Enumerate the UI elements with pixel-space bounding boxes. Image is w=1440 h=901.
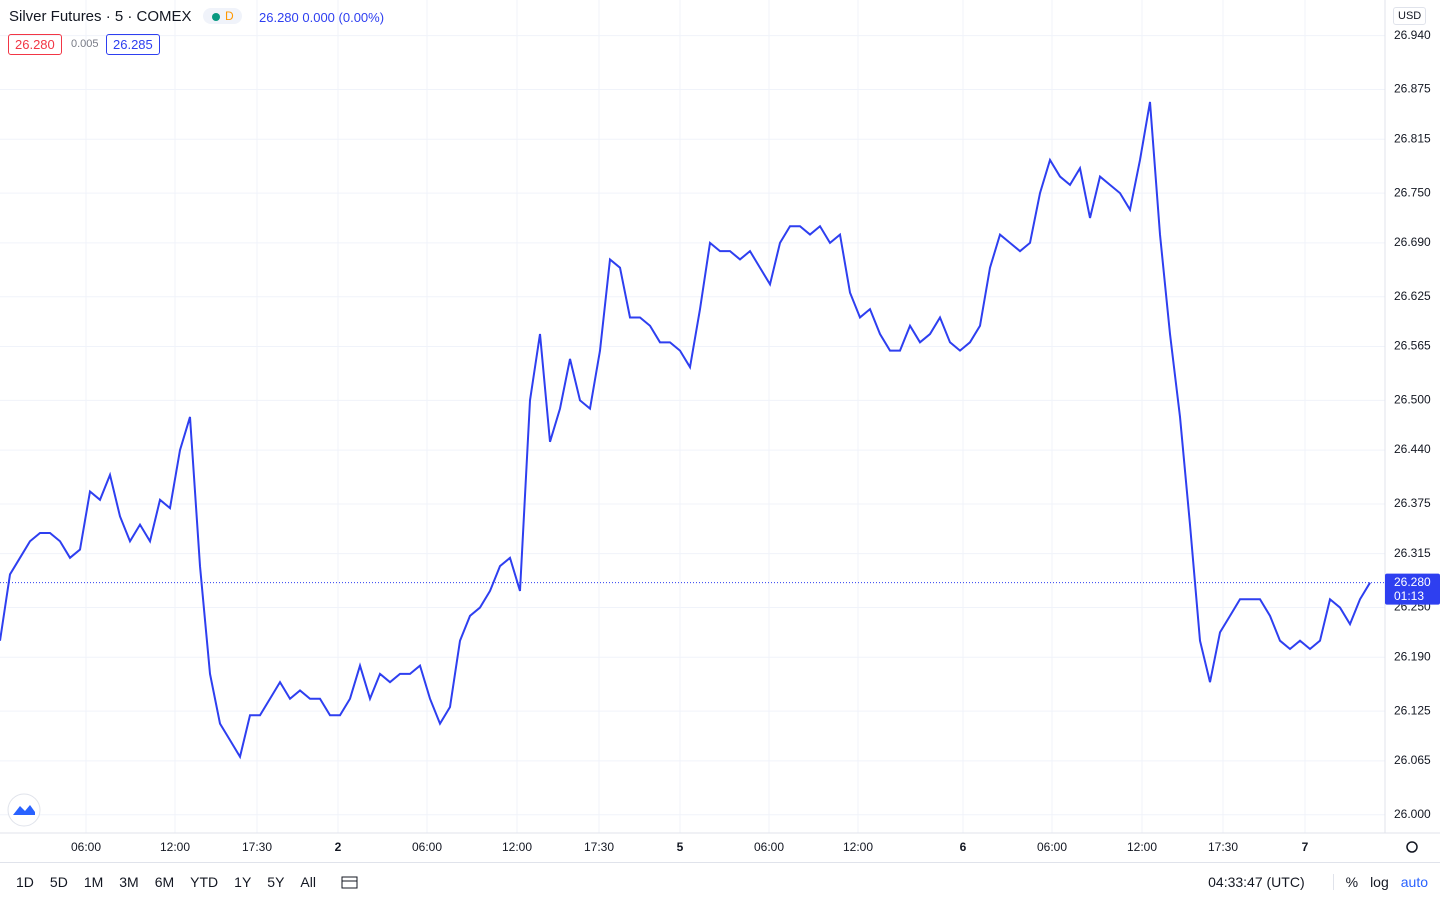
y-tick-label: 26.815 — [1394, 131, 1431, 145]
currency[interactable]: USD — [1393, 7, 1427, 25]
x-tick-label: 12:00 — [160, 840, 190, 854]
y-tick-label: 26.940 — [1394, 28, 1431, 42]
y-tick-label: 26.750 — [1394, 185, 1431, 199]
x-tick-label: 06:00 — [71, 840, 101, 854]
range-button[interactable]: 6M — [154, 874, 175, 890]
y-tick-label: 26.190 — [1394, 649, 1431, 663]
x-tick-label: 06:00 — [754, 840, 784, 854]
x-tick-label: 6 — [960, 840, 967, 854]
x-tick-label: 12:00 — [502, 840, 532, 854]
spread: 0.005 — [71, 38, 99, 50]
range-button[interactable]: 1D — [16, 874, 34, 890]
interval-badge[interactable]: D — [203, 8, 242, 24]
last-price-tag — [1385, 573, 1440, 605]
log-toggle[interactable]: log — [1370, 874, 1389, 890]
range-button[interactable]: 1Y — [234, 874, 252, 890]
y-tick-label: 26.065 — [1394, 753, 1431, 767]
range-button[interactable]: 1M — [83, 874, 104, 890]
status-dot — [212, 13, 220, 21]
last-price-label: 26.280 — [1394, 575, 1431, 589]
countdown: 01:13 — [1394, 589, 1424, 603]
x-tick-label: 12:00 — [1127, 840, 1157, 854]
x-tick-label: 12:00 — [843, 840, 873, 854]
header-quote: 26.280 0.000 (0.00%) — [259, 10, 385, 25]
x-tick-label: 5 — [677, 840, 684, 854]
y-tick-label: 26.000 — [1394, 807, 1431, 821]
range-button[interactable]: 5Y — [267, 874, 285, 890]
date-range-icon[interactable] — [340, 874, 360, 890]
y-tick-label: 26.315 — [1394, 546, 1431, 560]
settings-icon[interactable] — [1406, 841, 1418, 853]
bid[interactable]: 26.280 — [8, 34, 62, 55]
range-button[interactable]: All — [300, 874, 316, 890]
logo-icon — [13, 805, 35, 815]
x-tick-label: 06:00 — [1037, 840, 1067, 854]
symbol-title[interactable]: Silver Futures · 5 · COMEX — [9, 8, 192, 25]
range-button[interactable]: 5D — [49, 874, 68, 890]
labels: 26.940 26.875 26.815 26.750 26.690 26.625 26.5… — [0, 28, 1440, 854]
x-tick-label: 2 — [335, 840, 342, 854]
x-tick-label: 17:30 — [584, 840, 614, 854]
y-tick-label: 26.125 — [1394, 703, 1431, 717]
range-button[interactable]: YTD — [190, 874, 219, 890]
x-tick-label: 7 — [1302, 840, 1309, 854]
y-tick-label: 26.375 — [1394, 496, 1431, 510]
y-tick-label: 26.500 — [1394, 393, 1431, 407]
y-tick-label: 26.875 — [1394, 82, 1431, 96]
chart: 26.940 26.875 26.815 26.750 26.690 26.625 26.5… — [0, 0, 1440, 854]
x-tick-label: 17:30 — [1208, 840, 1238, 854]
toolbar: 1D 5D 1M 3M 6M YTD 1Y 5Y All 04:33:47 (UTC) % lo… — [0, 862, 1440, 901]
y-tick-label: 26.625 — [1394, 289, 1431, 303]
x-tick-label: 17:30 — [242, 840, 272, 854]
ask[interactable]: 26.285 — [106, 34, 160, 55]
x-tick-label: 06:00 — [412, 840, 442, 854]
y-tick-label: 26.440 — [1394, 442, 1431, 456]
percent-toggle[interactable]: % — [1332, 874, 1358, 890]
range-buttons: 1D 5D 1M 3M 6M YTD 1Y 5Y All — [0, 874, 316, 890]
auto-toggle[interactable]: auto — [1400, 874, 1428, 890]
range-button[interactable]: 3M — [119, 874, 139, 890]
price-line — [0, 101, 1371, 760]
clock: 04:33:47 (UTC) — [1208, 874, 1305, 890]
y-tick-label: 26.690 — [1394, 235, 1431, 249]
y-tick-label: 26.565 — [1394, 339, 1431, 353]
